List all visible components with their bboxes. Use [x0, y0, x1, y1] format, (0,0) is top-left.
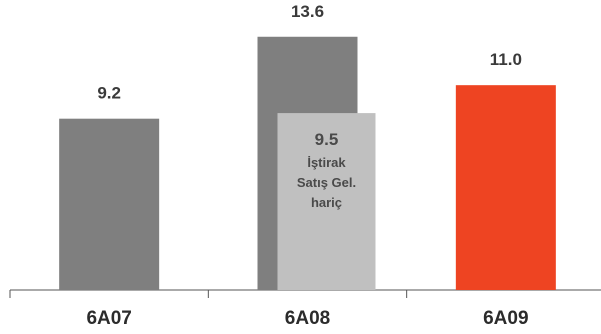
bar-6A09: [455, 85, 556, 290]
tick-label-6A08: 6A08: [285, 308, 330, 329]
overlay-note-line: İştirak: [307, 155, 346, 170]
bar-6A07: [59, 118, 160, 290]
overlay-value-label: 9.5: [315, 130, 339, 149]
data-label-6A08: 13.6: [291, 2, 324, 21]
tick-label-6A07: 6A07: [86, 308, 131, 329]
tick-label-6A09: 6A09: [483, 308, 528, 329]
data-label-6A07: 9.2: [97, 84, 121, 103]
overlay-note-line: hariç: [311, 195, 342, 210]
data-label-6A09: 11.0: [490, 50, 522, 69]
overlay-note-line: Satış Gel.: [297, 175, 356, 190]
overlay-bar-6A08: [277, 113, 376, 290]
